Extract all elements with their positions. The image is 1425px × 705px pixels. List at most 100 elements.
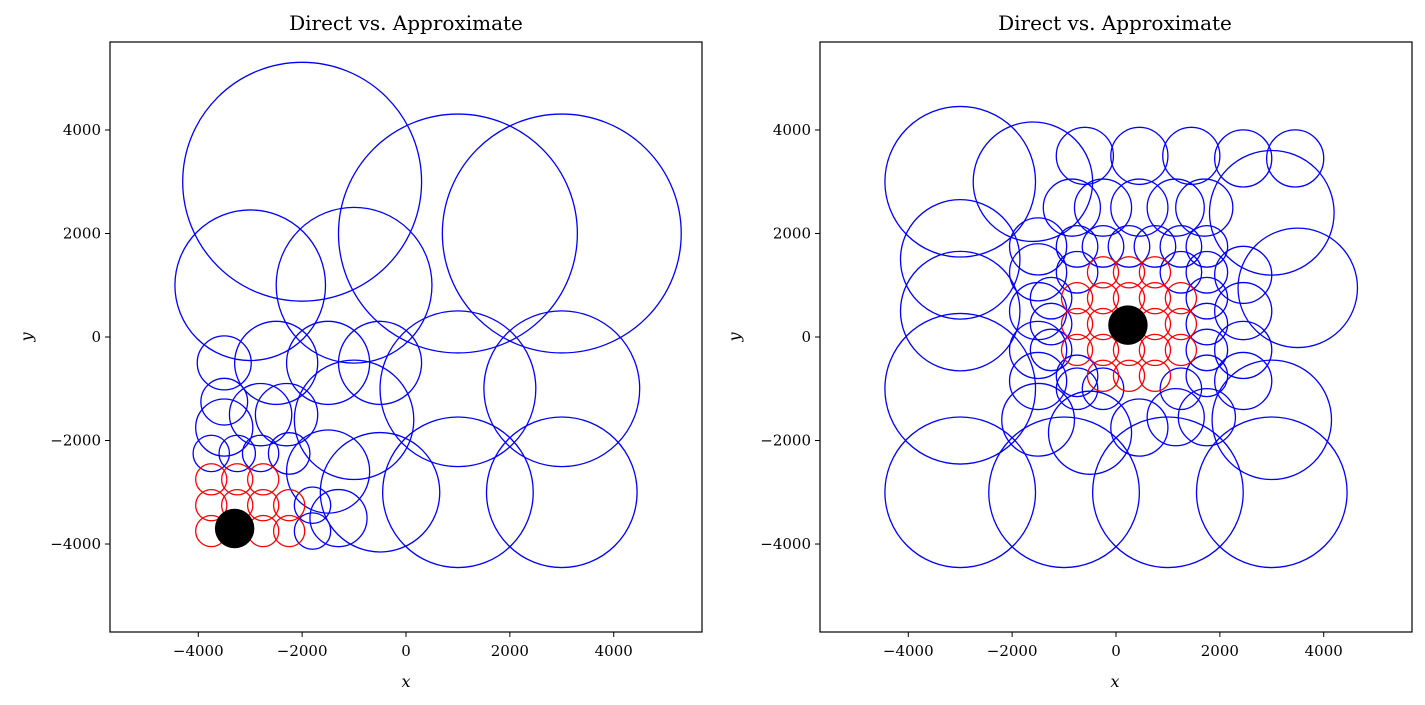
y-tick-label: −4000 [760, 535, 811, 553]
approx-circle [379, 310, 537, 468]
y-tick-label: −2000 [760, 432, 811, 450]
direct-circle [1138, 359, 1172, 393]
approx-circle [1146, 178, 1205, 237]
direct-circle [1086, 281, 1120, 315]
approx-circle [1081, 225, 1125, 268]
x-tick-label: −2000 [987, 642, 1038, 660]
approx-circle [1175, 178, 1234, 237]
approx-circle [293, 486, 332, 525]
y-tick-label: 0 [91, 328, 101, 346]
approx-circle [1029, 276, 1073, 320]
direct-circle [220, 463, 254, 496]
direct-circle [246, 488, 280, 522]
approx-circle [254, 382, 319, 447]
approx-circle [972, 121, 1094, 243]
approx-circle [1185, 302, 1229, 346]
approx-circle [337, 320, 423, 406]
x-tick-label: −4000 [173, 642, 224, 660]
approx-circle [200, 377, 249, 426]
approx-circle [1162, 126, 1221, 186]
approx-circle [485, 416, 638, 569]
direct-circle [1086, 256, 1120, 289]
approx-circle [218, 434, 257, 473]
approx-circle [1001, 382, 1076, 457]
approx-circle [1055, 250, 1099, 294]
direct-circle [1086, 333, 1120, 367]
approx-circle [1110, 178, 1169, 237]
approx-circle [1081, 367, 1125, 411]
approx-circle [1195, 416, 1348, 569]
approx-circle [1133, 225, 1177, 268]
left-panel-title: Direct vs. Approximate [289, 11, 523, 35]
direct-circle [272, 488, 306, 522]
approx-circle [195, 398, 254, 457]
approx-circle [285, 429, 371, 514]
y-tick-label: −2000 [50, 432, 101, 450]
approx-circle [1110, 398, 1169, 457]
direct-circle [1164, 281, 1198, 315]
direct-circle [195, 463, 228, 496]
approx-circle [899, 198, 1021, 320]
approx-circle [228, 382, 293, 447]
approx-circle [988, 416, 1141, 569]
x-tick-label: 4000 [595, 642, 633, 660]
y-tick-label: 2000 [63, 224, 101, 242]
approx-circle [1185, 250, 1229, 294]
direct-circle [246, 463, 280, 496]
target-point [214, 508, 255, 549]
y-tick-label: 4000 [773, 121, 811, 139]
approx-circle [1091, 416, 1244, 569]
right-panel-y-axis-label: y [725, 332, 744, 343]
approx-circle [1211, 359, 1333, 481]
approx-circle [1008, 217, 1068, 276]
direct-circle [1060, 281, 1094, 315]
approx-circle [267, 432, 311, 475]
approx-circle [319, 431, 441, 553]
right-panel-title: Direct vs. Approximate [998, 11, 1232, 35]
approx-circle [884, 416, 1037, 569]
approx-circle [293, 512, 332, 550]
approx-circle [1214, 320, 1273, 380]
direct-circle [1086, 359, 1120, 393]
left-panel-frame [109, 41, 703, 633]
approx-circle [1237, 227, 1359, 349]
x-tick-label: 2000 [491, 642, 529, 660]
approx-circle [1159, 250, 1203, 294]
left-panel-circles [174, 61, 682, 569]
approx-circle [1265, 129, 1325, 188]
x-tick-label: −4000 [883, 642, 934, 660]
approx-circle [233, 320, 319, 406]
approx-circle [1055, 225, 1099, 268]
direct-circle [1112, 359, 1146, 393]
direct-circle [1112, 256, 1146, 289]
left-panel: Direct vs. Approximate −4000 −2000 0 2000 40… [17, 11, 703, 691]
approx-circle [1029, 302, 1073, 346]
left-panel-y-axis-label: y [17, 332, 36, 343]
approx-circle [1177, 388, 1237, 447]
approx-circle [1029, 328, 1073, 372]
direct-circle [1138, 333, 1172, 367]
approx-circle [483, 310, 641, 468]
approx-circle [1185, 276, 1229, 320]
approx-circle [285, 320, 371, 406]
approx-circle [884, 312, 1037, 465]
approx-circle [1008, 351, 1068, 411]
approx-circle [1073, 178, 1133, 237]
direct-circle [1138, 256, 1172, 289]
direct-circle [195, 488, 228, 522]
right-panel: Direct vs. Approximate −4000 −2000 0 2000 40… [725, 11, 1413, 691]
direct-circle [1164, 333, 1198, 367]
right-panel-x-axis-label: x [1110, 672, 1119, 691]
direct-circle [272, 514, 306, 548]
direct-circle [1164, 307, 1198, 341]
x-tick-label: 0 [401, 642, 411, 660]
x-tick-label: −2000 [277, 642, 328, 660]
approx-circle [1047, 390, 1133, 475]
approx-circle [1214, 351, 1273, 411]
y-tick-label: −4000 [50, 535, 101, 553]
approx-circle [1159, 367, 1203, 411]
approx-circle [293, 359, 415, 481]
right-panel-circles [884, 105, 1359, 569]
y-tick-label: 4000 [63, 121, 101, 139]
